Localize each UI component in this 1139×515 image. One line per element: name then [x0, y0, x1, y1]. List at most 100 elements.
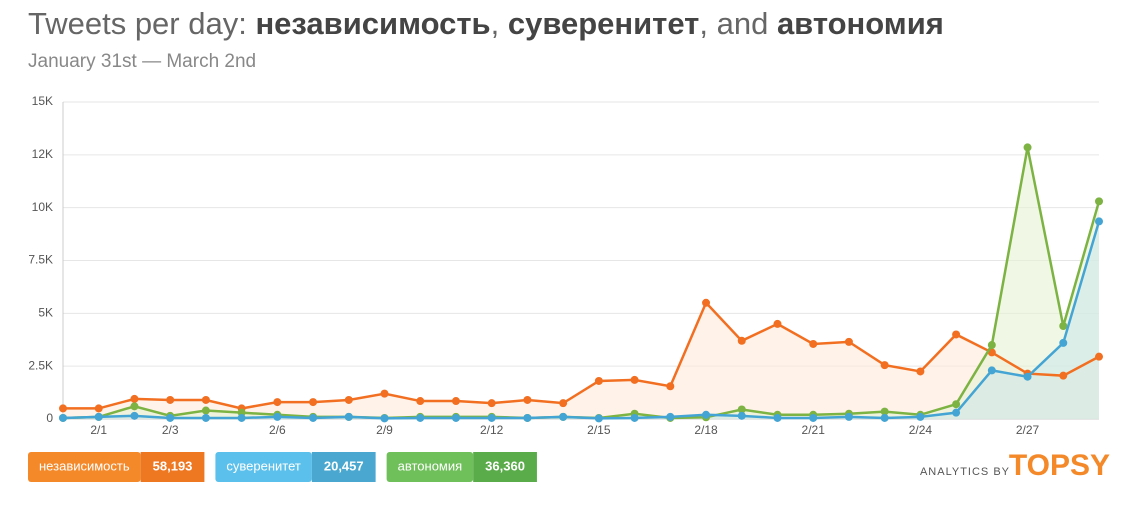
- point: [416, 397, 425, 406]
- point: [201, 406, 210, 415]
- title-part: ,: [491, 6, 508, 41]
- point: [1095, 197, 1103, 206]
- y-tick-label: 15K: [32, 94, 53, 108]
- title-part: суверенитет: [508, 6, 700, 41]
- x-tick-label: 2/15: [587, 423, 611, 437]
- line: [62, 221, 1101, 420]
- point: [737, 411, 746, 420]
- point: [201, 413, 210, 422]
- point: [130, 394, 139, 403]
- point: [487, 399, 496, 408]
- x-tick-label: 2/6: [269, 423, 286, 437]
- legend-total-bg: [311, 452, 376, 482]
- point: [1095, 217, 1103, 226]
- point: [59, 404, 67, 413]
- point: [344, 395, 353, 404]
- point: [809, 339, 818, 348]
- legend-name: автономия: [398, 458, 463, 473]
- point: [773, 319, 782, 328]
- point: [880, 361, 889, 370]
- legend-name-bg: [28, 452, 141, 482]
- point: [309, 398, 318, 407]
- point: [702, 410, 711, 419]
- legend-total: 58,193: [153, 458, 193, 473]
- y-tick-label: 5K: [38, 306, 53, 320]
- legend-total: 20,457: [324, 458, 364, 473]
- point: [94, 412, 103, 421]
- point: [451, 397, 460, 406]
- legend-total: 36,360: [485, 458, 525, 473]
- point: [594, 376, 603, 385]
- legend-total-bg: [140, 452, 205, 482]
- point: [630, 413, 639, 422]
- point: [702, 298, 711, 307]
- title-part: , and: [699, 6, 777, 41]
- point: [809, 413, 818, 422]
- point: [952, 400, 961, 409]
- point: [380, 414, 389, 423]
- point: [737, 336, 746, 345]
- point: [59, 413, 67, 422]
- point: [130, 411, 139, 420]
- title-part: независимость: [255, 6, 490, 41]
- y-tick-label: 2.5K: [28, 358, 53, 372]
- point: [952, 408, 961, 417]
- point: [94, 404, 103, 413]
- credit-prefix: ANALYTICS BY: [920, 466, 1010, 478]
- point: [880, 413, 889, 422]
- area: [63, 302, 1099, 419]
- x-tick-label: 2/1: [90, 423, 107, 437]
- point: [201, 395, 210, 404]
- point: [987, 341, 996, 350]
- point: [594, 414, 603, 423]
- x-tick-label: 2/9: [376, 423, 393, 437]
- point: [1023, 372, 1032, 381]
- point: [666, 412, 675, 421]
- point: [237, 413, 246, 422]
- point: [1095, 352, 1103, 361]
- point: [987, 366, 996, 375]
- point: [487, 413, 496, 422]
- point: [309, 413, 318, 422]
- point: [630, 375, 639, 384]
- y-tick-label: 12K: [32, 147, 53, 161]
- y-tick-label: 10K: [32, 200, 53, 214]
- area: [63, 221, 1099, 419]
- point: [1059, 338, 1068, 347]
- legend-button[interactable]: суверенитет 20,457: [215, 452, 376, 482]
- point: [273, 398, 282, 407]
- point: [523, 413, 532, 422]
- point: [737, 405, 746, 414]
- point: [880, 407, 889, 416]
- point: [916, 412, 925, 421]
- legend-button[interactable]: независимость 58,193: [28, 452, 205, 482]
- point: [559, 412, 568, 421]
- point: [773, 413, 782, 422]
- legend-name: независимость: [39, 458, 130, 473]
- point: [380, 389, 389, 398]
- line: [63, 300, 1100, 410]
- x-tick-label: 2/12: [480, 423, 504, 437]
- point: [1059, 322, 1068, 331]
- chart-title: Tweets per day: независимость, суверенит…: [28, 6, 944, 41]
- point: [416, 413, 425, 422]
- y-tick-label: 0: [46, 411, 53, 425]
- point: [844, 337, 853, 346]
- point: [166, 413, 175, 422]
- point: [451, 413, 460, 422]
- point: [166, 395, 175, 404]
- point: [523, 395, 532, 404]
- point: [344, 412, 353, 421]
- y-tick-label: 7.5K: [28, 253, 53, 267]
- point: [130, 402, 139, 411]
- point: [559, 399, 568, 408]
- point: [273, 412, 282, 421]
- legend-name-bg: [215, 452, 312, 482]
- point: [916, 367, 925, 376]
- x-tick-label: 2/24: [909, 423, 933, 437]
- point: [952, 330, 961, 339]
- x-tick-label: 2/21: [802, 423, 826, 437]
- legend-name: суверенитет: [226, 458, 300, 473]
- legend-button[interactable]: автономия 36,360: [386, 452, 537, 482]
